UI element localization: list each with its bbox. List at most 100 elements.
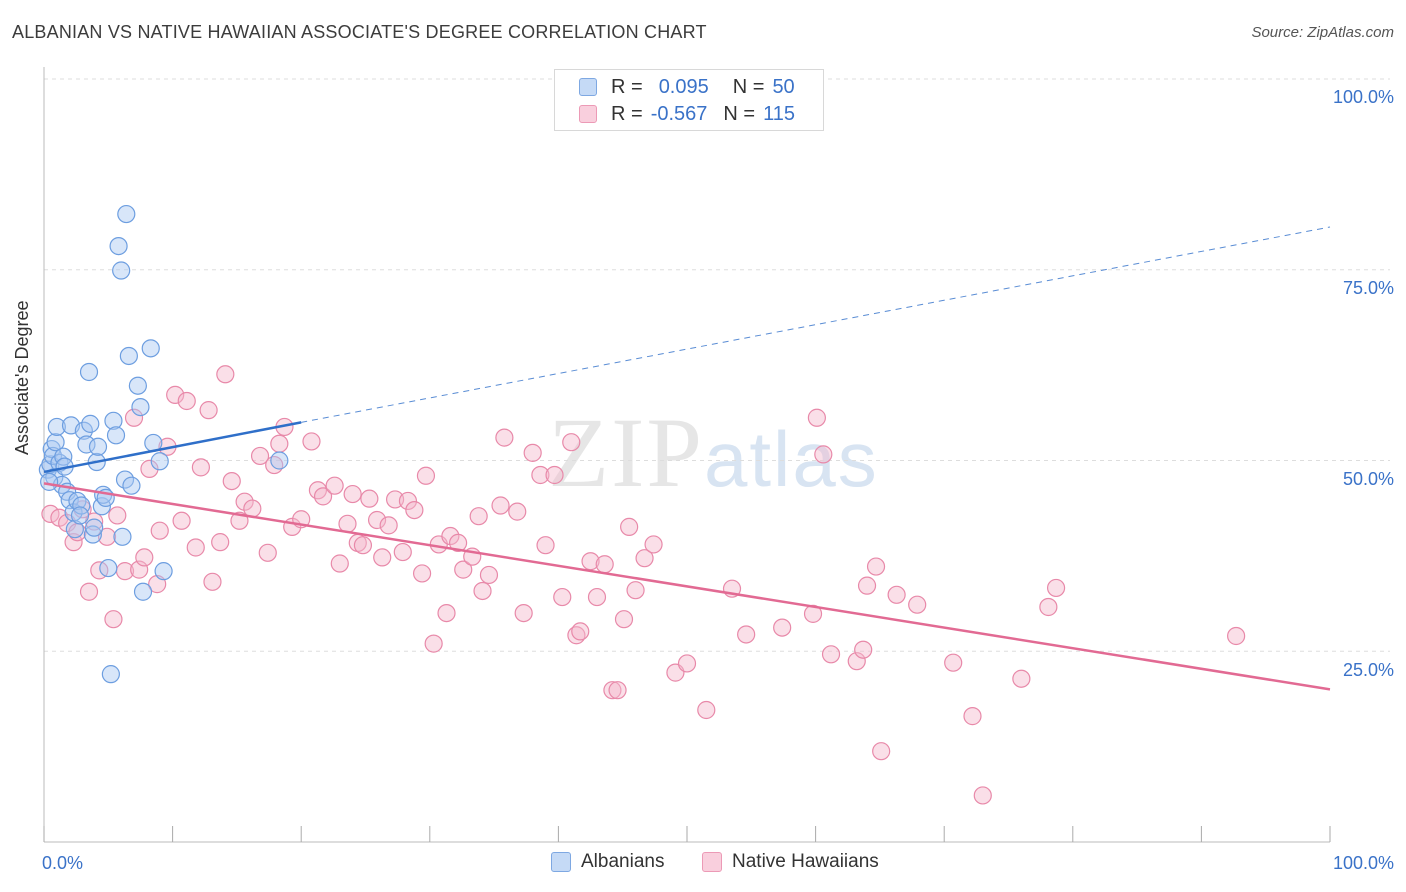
data-point [122, 476, 141, 495]
data-point [83, 525, 102, 544]
data-point [64, 533, 83, 552]
data-point [177, 391, 196, 411]
data-point [119, 346, 138, 366]
data-point [620, 517, 639, 536]
data-point [908, 595, 927, 614]
data-point [353, 536, 373, 555]
data-point [88, 437, 108, 456]
data-point [553, 587, 572, 607]
y-axis-label: Associate's Degree [12, 300, 32, 455]
legend-row-native-hawaiians: R = -0.567 N = 115 [579, 102, 795, 126]
data-point [101, 665, 120, 684]
data-point [270, 434, 289, 453]
watermark-atlas: atlas [704, 415, 879, 503]
data-point [338, 514, 357, 533]
trend-line-albanians-extrapolated [301, 226, 1331, 423]
data-point [70, 506, 90, 525]
data-point [847, 652, 866, 671]
data-point [963, 707, 982, 726]
data-point [270, 451, 289, 470]
data-point [807, 408, 826, 427]
data-point [626, 581, 645, 600]
data-point [77, 435, 96, 454]
data-point [448, 533, 468, 553]
x-tick-0: 0.0% [42, 853, 84, 873]
legend-n-value: 50 [772, 75, 795, 98]
data-point [97, 527, 117, 546]
series-albanians [38, 204, 289, 684]
data-point [154, 562, 173, 581]
data-point [313, 487, 333, 506]
data-point [866, 557, 886, 576]
legend-n-value: 115 [763, 102, 795, 125]
y-tick-50: 50.0% [1342, 469, 1394, 489]
data-point [302, 432, 321, 451]
legend-swatch-blue [579, 78, 597, 96]
legend-label-native-hawaiians: Native Hawaiians [732, 851, 879, 872]
legend-row-albanians: R = 0.095 N = 50 [579, 75, 795, 99]
data-point [140, 459, 159, 478]
data-point [65, 520, 84, 539]
data-point [821, 645, 841, 664]
data-point [85, 518, 104, 537]
data-point [595, 555, 614, 574]
data-point [330, 554, 349, 573]
data-point [562, 433, 581, 452]
data-point [199, 401, 218, 420]
data-point [250, 446, 270, 466]
data-point [508, 502, 527, 521]
series-legend: Albanians Native Hawaiians [0, 851, 1406, 877]
data-point [360, 489, 379, 508]
legend-swatch-pink [579, 105, 597, 123]
data-point [131, 397, 150, 417]
data-point [128, 376, 147, 395]
data-point [814, 445, 833, 464]
data-point [47, 417, 66, 437]
data-point [437, 603, 456, 623]
legend-swatch-albanians [551, 852, 571, 872]
data-point [773, 618, 792, 637]
data-point [150, 521, 169, 540]
data-point [644, 535, 663, 554]
data-point [495, 428, 514, 447]
data-point [166, 385, 185, 404]
data-point [113, 527, 132, 546]
data-point [79, 362, 99, 382]
data-point [677, 654, 697, 673]
data-point [398, 491, 418, 511]
data-point [243, 499, 262, 518]
data-point [571, 622, 590, 641]
data-point [135, 548, 154, 567]
data-point [491, 496, 510, 515]
data-point [117, 204, 136, 224]
data-point [405, 500, 424, 520]
data-point [343, 484, 362, 504]
data-point [216, 365, 235, 384]
data-point [854, 640, 873, 659]
data-point [887, 585, 906, 604]
data-point [172, 511, 191, 530]
data-point [108, 506, 127, 525]
data-point [514, 603, 533, 623]
data-point [944, 653, 963, 672]
y-tick-25: 25.0% [1342, 660, 1394, 680]
data-point [614, 610, 634, 629]
data-point [104, 411, 123, 430]
grid-lines [44, 78, 1390, 652]
data-point [536, 536, 555, 555]
legend-item-albanians: Albanians [551, 851, 664, 873]
data-point [46, 433, 65, 452]
data-point [416, 466, 436, 485]
data-point [473, 581, 492, 601]
data-point [81, 414, 100, 433]
legend-label-albanians: Albanians [581, 851, 665, 872]
data-point [523, 443, 542, 462]
watermark-zip: ZIP [548, 397, 704, 508]
data-point [141, 339, 160, 358]
source-label: Source: ZipAtlas.com [1251, 24, 1394, 41]
data-point [379, 516, 398, 535]
y-tick-100: 100.0% [1332, 87, 1394, 107]
trend-line-native-hawaiians [43, 482, 1331, 691]
data-point [79, 582, 99, 601]
data-point [393, 542, 412, 562]
